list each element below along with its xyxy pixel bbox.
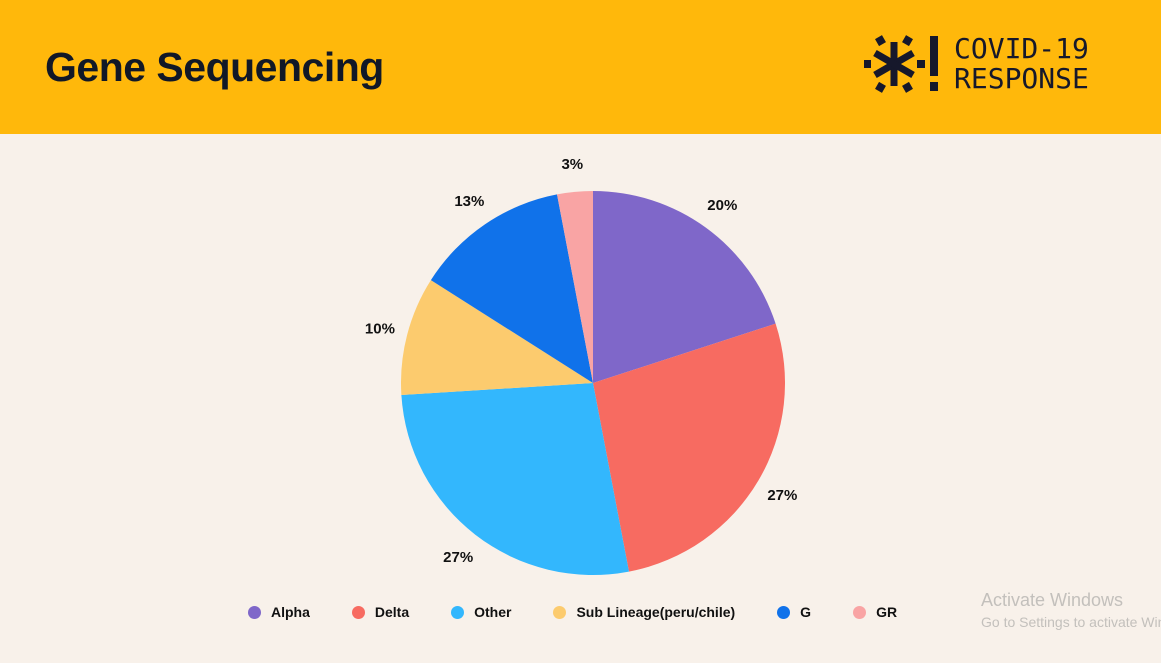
legend-label: Other bbox=[474, 604, 512, 620]
logo-line-1: COVID-19 bbox=[954, 32, 1089, 65]
pie-chart: 20% 27% 27% 10% 13% 3% bbox=[365, 156, 797, 575]
pie-slice-alpha bbox=[593, 191, 776, 383]
covid-response-logo: COVID-19 RESPONSE bbox=[864, 34, 1089, 94]
legend-item: G bbox=[777, 604, 811, 620]
asterisk-exclamation-icon bbox=[864, 35, 938, 93]
legend-label: Delta bbox=[374, 604, 410, 620]
legend-swatch bbox=[777, 605, 791, 619]
legend-label: GR bbox=[876, 604, 898, 620]
header-banner: Gene Sequencing COVID-19 RESPONSE bbox=[0, 0, 1161, 134]
legend-item: Alpha bbox=[248, 604, 310, 620]
data-label: 13% bbox=[454, 193, 484, 210]
activation-watermark: Activate Windows Go to Settings to activ… bbox=[981, 590, 1161, 630]
data-label: 3% bbox=[561, 156, 583, 173]
watermark-title: Activate Windows bbox=[981, 590, 1124, 610]
logo-line-2: RESPONSE bbox=[954, 62, 1089, 95]
legend-item: Other bbox=[451, 604, 511, 620]
data-label: 27% bbox=[767, 487, 797, 504]
pie-slice-g bbox=[430, 194, 593, 383]
legend-swatch bbox=[553, 605, 567, 619]
legend-item: Sub Lineage(peru/chile) bbox=[553, 604, 735, 620]
pie-slice-gr bbox=[557, 191, 593, 383]
logo-text: COVID-19 RESPONSE bbox=[954, 34, 1089, 94]
pie-slice-delta bbox=[593, 323, 786, 572]
legend-swatch bbox=[853, 605, 867, 619]
legend-item: GR bbox=[853, 604, 897, 620]
pie-slice-sub-lineage-peru-chile- bbox=[401, 280, 593, 396]
data-label: 27% bbox=[443, 549, 473, 566]
legend-item: Delta bbox=[351, 604, 410, 620]
data-label: 10% bbox=[365, 320, 395, 337]
page-title: Gene Sequencing bbox=[45, 44, 384, 90]
legend-swatch bbox=[248, 605, 261, 619]
legend-label: G bbox=[800, 604, 812, 620]
legend-swatch bbox=[451, 605, 465, 619]
legend-label: Sub Lineage(peru/chile) bbox=[576, 604, 736, 620]
pie-slice-other bbox=[401, 383, 629, 575]
data-label: 20% bbox=[707, 197, 737, 214]
legend-swatch bbox=[351, 605, 365, 619]
legend-label: Alpha bbox=[271, 604, 310, 620]
legend: Alpha Delta Other Sub Lineage(peru/chile) G G… bbox=[248, 604, 939, 620]
watermark-subtitle: Go to Settings to activate Windows. bbox=[981, 614, 1161, 630]
